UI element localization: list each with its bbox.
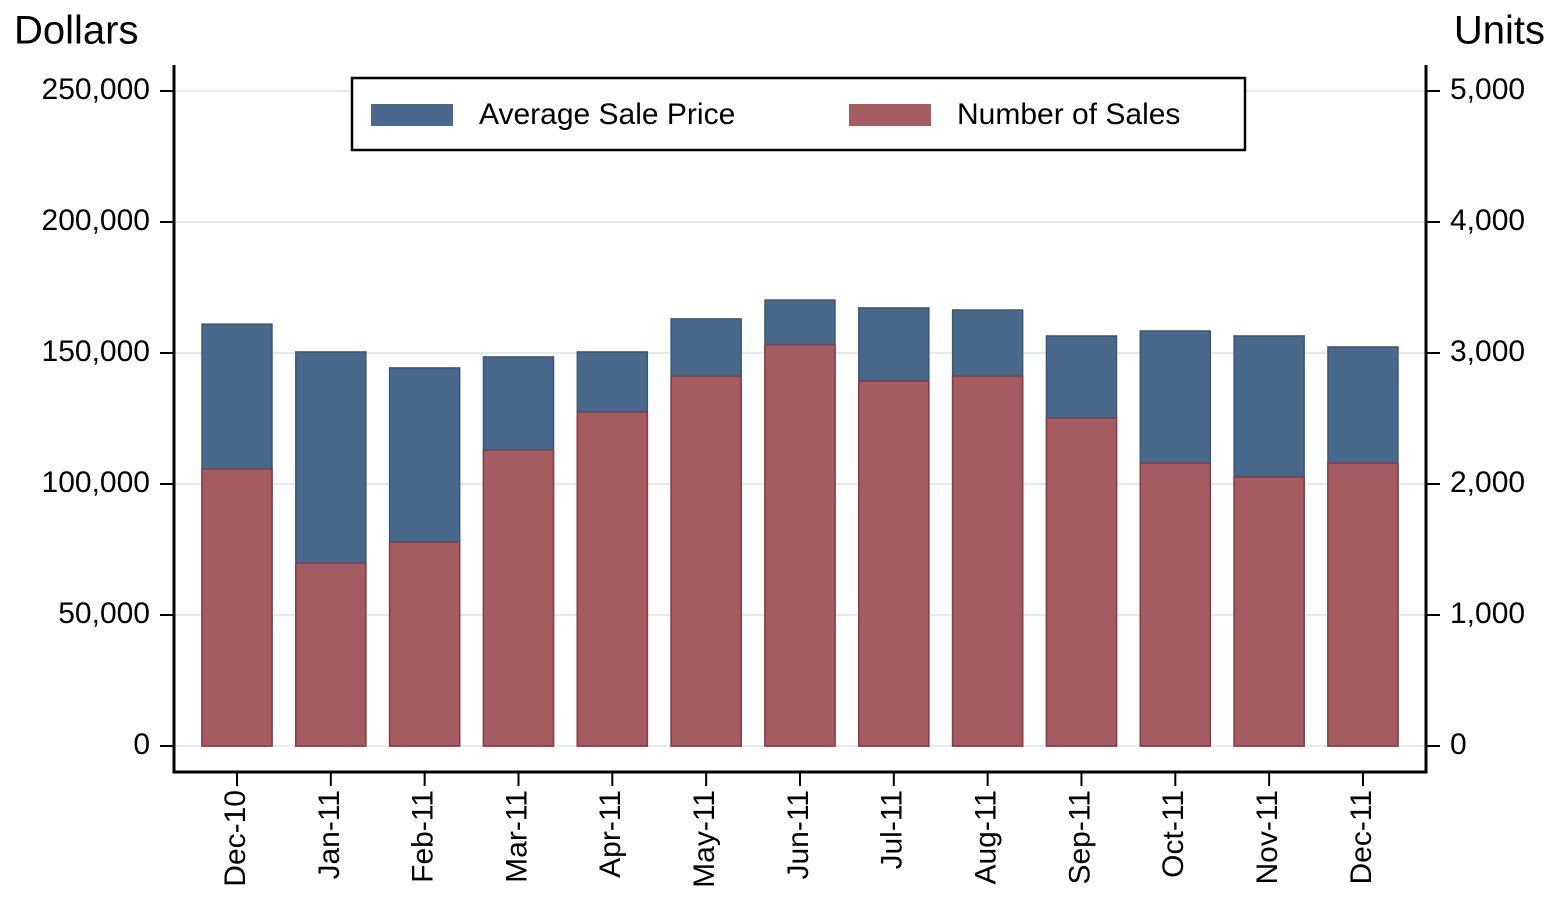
x-tick-label: Oct-11 xyxy=(1157,790,1190,878)
y2-tick-label: 5,000 xyxy=(1450,73,1525,106)
x-tick-label: May-11 xyxy=(688,790,721,888)
y-tick-label: 50,000 xyxy=(58,597,150,630)
y2-tick-label: 0 xyxy=(1450,728,1467,761)
y-tick-label: 100,000 xyxy=(42,466,150,499)
y-tick-label: 0 xyxy=(133,728,150,761)
legend-box xyxy=(350,76,1247,152)
axis-frame xyxy=(172,65,1428,774)
x-tick-label: Dec-10 xyxy=(219,790,252,887)
y2-tick-label: 1,000 xyxy=(1450,597,1525,630)
legend-swatch xyxy=(849,104,931,126)
x-tick-label: Sep-11 xyxy=(1063,790,1096,885)
x-tick-label: Apr-11 xyxy=(594,790,627,878)
x-tick-label: Feb-11 xyxy=(407,790,440,883)
bar xyxy=(670,375,742,747)
bar xyxy=(201,468,273,747)
bar xyxy=(388,541,461,747)
y-axis-title: Dollars xyxy=(14,9,138,53)
x-tick-label: Jul-11 xyxy=(876,790,909,869)
bar xyxy=(858,380,930,747)
y-tick-label: 200,000 xyxy=(42,204,150,237)
x-tick-label: Jun-11 xyxy=(782,790,815,880)
legend-label: Number of Sales xyxy=(957,98,1180,131)
x-tick-label: Jan-11 xyxy=(313,790,346,880)
bar xyxy=(482,449,555,747)
bar xyxy=(1327,462,1399,747)
bar xyxy=(1233,476,1305,747)
x-tick-label: Nov-11 xyxy=(1251,790,1284,884)
y-tick-label: 150,000 xyxy=(42,335,150,368)
y2-tick-label: 4,000 xyxy=(1450,204,1525,237)
y2-tick-label: 3,000 xyxy=(1450,335,1525,368)
bar xyxy=(1045,417,1118,747)
x-tick-label: Mar-11 xyxy=(500,790,533,883)
x-tick-label: Dec-11 xyxy=(1345,790,1378,884)
bar xyxy=(951,375,1024,747)
y-tick-label: 250,000 xyxy=(42,73,150,106)
y2-tick-label: 2,000 xyxy=(1450,466,1525,499)
x-tick-label: Aug-11 xyxy=(970,790,1003,885)
bar xyxy=(576,411,649,747)
y2-axis-title: Units xyxy=(1454,9,1545,53)
bar xyxy=(764,344,836,747)
legend-label: Average Sale Price xyxy=(479,98,735,131)
bar xyxy=(295,562,367,747)
legend-swatch xyxy=(371,104,453,126)
bar xyxy=(1139,462,1212,747)
